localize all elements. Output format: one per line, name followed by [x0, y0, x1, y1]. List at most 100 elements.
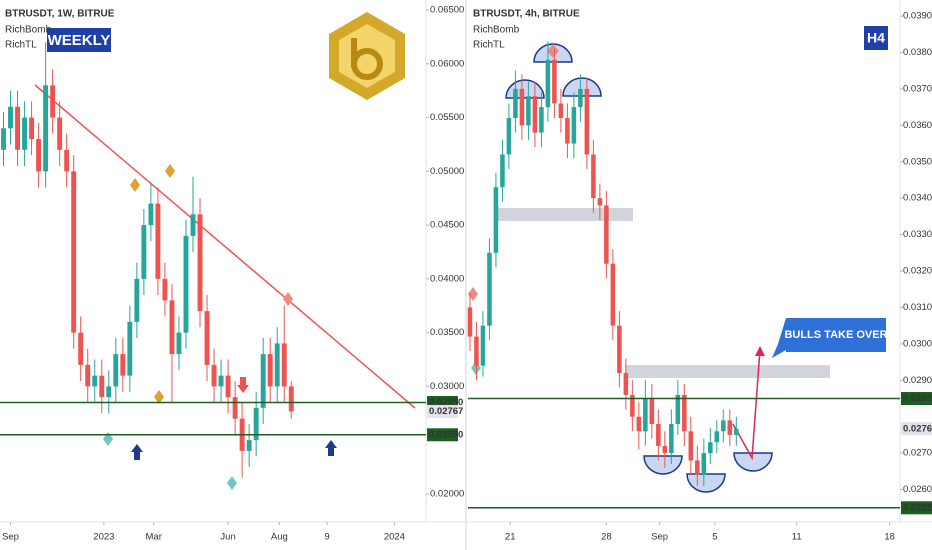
y-tick-label: 0.06000: [430, 58, 464, 69]
signal-diamond: [547, 44, 559, 58]
candle-body: [1, 128, 6, 150]
candle-body: [99, 375, 105, 398]
candle-body: [597, 198, 603, 206]
price-tag: [901, 422, 932, 436]
candle-body: [225, 375, 231, 398]
candle-body: [500, 154, 505, 188]
x-tick-label: 28: [601, 532, 612, 543]
candle-body: [656, 424, 661, 446]
trend-line: [34, 84, 416, 409]
candle-body: [274, 343, 280, 387]
candle-body: [675, 394, 681, 425]
candle-body: [480, 325, 486, 366]
candle-body: [141, 225, 147, 279]
candle-body: [204, 311, 210, 365]
y-tick-label: 0.03500: [903, 156, 932, 167]
candle-body: [169, 300, 175, 355]
zone: [625, 365, 830, 378]
candle-body: [604, 205, 609, 264]
candle-body: [148, 203, 154, 226]
projection-path: [732, 349, 761, 461]
x-tick-label: Aug: [271, 532, 288, 543]
candle-body: [610, 263, 616, 326]
price-tag: [427, 428, 458, 442]
candle-body: [260, 354, 266, 408]
callout-bg: [772, 318, 886, 358]
x-tick-label: 2024: [384, 532, 405, 543]
price-tag-label: 0.02850: [429, 397, 463, 408]
candle-body: [8, 106, 13, 129]
y-tick-label: 0.04500: [430, 220, 464, 231]
candle-body: [246, 440, 252, 451]
indicator-label: RichTL: [5, 40, 37, 51]
candle-body: [591, 154, 596, 199]
annotation: BULLS TAKE OVER: [784, 329, 887, 341]
candle-body: [584, 88, 590, 155]
price-tag-label: 0.02550: [903, 502, 932, 513]
candle-body: [92, 375, 98, 387]
x-tick-label: 21: [505, 532, 516, 543]
candle-body: [578, 88, 583, 108]
y-tick-label: 0.06500: [430, 5, 464, 16]
candle-body: [281, 343, 287, 387]
candle-body: [552, 59, 557, 104]
candle-body: [15, 106, 21, 150]
badge: H4: [867, 30, 885, 46]
candle-body: [176, 332, 182, 355]
candle-body: [197, 214, 203, 312]
candle-body: [467, 307, 473, 337]
candle-body: [183, 235, 189, 333]
zone: [497, 208, 633, 221]
candle-body: [487, 252, 492, 326]
arrows: [131, 377, 337, 460]
candle-body: [162, 278, 168, 301]
candle-body: [127, 321, 133, 376]
candle-body: [57, 117, 63, 150]
candle-body: [727, 420, 733, 435]
y-tick-label: 0.03000: [430, 381, 464, 392]
candle-body: [617, 325, 622, 374]
y-tick-label: 0.02600: [903, 484, 932, 495]
candle-body: [211, 364, 217, 387]
candle-body: [493, 187, 499, 253]
x-tick-label: Sep: [651, 532, 668, 543]
y-tick-label: 0.03000: [903, 338, 932, 349]
candle-body: [36, 139, 42, 172]
projection-arrow: [755, 346, 765, 356]
candle-body: [267, 354, 273, 387]
candle-body: [662, 445, 668, 454]
indicator-label: RichBomb: [5, 25, 52, 36]
candle-body: [513, 88, 518, 119]
candle-body: [526, 96, 531, 126]
price-tag: [901, 392, 932, 406]
candle-body: [253, 407, 259, 441]
candle-body: [682, 394, 687, 432]
y-tick-label: 0.05000: [430, 166, 464, 177]
badge: WEEKLY: [48, 32, 111, 49]
x-tick-label: 11: [792, 532, 802, 543]
indicator-label: RichBomb: [473, 25, 520, 36]
candle-body: [106, 386, 112, 398]
candle-body: [43, 85, 49, 172]
candle-body: [649, 398, 655, 425]
candle-body: [519, 88, 525, 126]
badge-bg: [864, 26, 888, 50]
candle-body: [571, 107, 577, 144]
candle-body: [113, 354, 119, 387]
logo: [329, 12, 405, 100]
y-tick-label: 0.04000: [430, 273, 464, 284]
candle-body: [218, 375, 224, 387]
candle-body: [232, 397, 238, 419]
candle-body: [29, 117, 35, 140]
candle-body: [71, 171, 77, 333]
price-tag: [901, 501, 932, 515]
candle-body: [474, 336, 479, 366]
